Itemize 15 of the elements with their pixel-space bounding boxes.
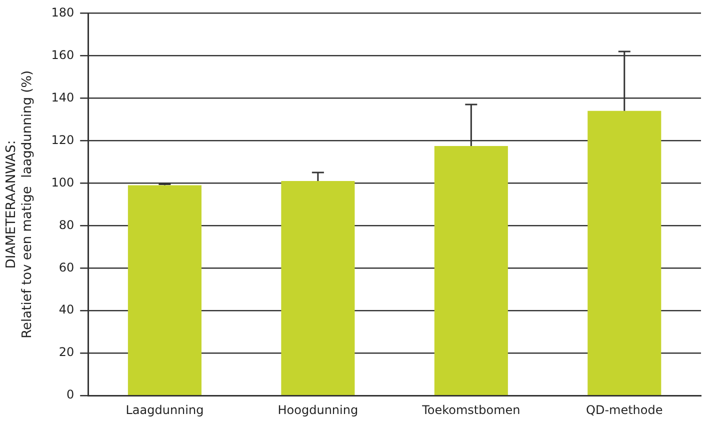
y-tick-label: 40 xyxy=(58,302,74,317)
x-tick-label: QD-methode xyxy=(586,402,663,417)
y-axis-title: DIAMETERAANWAS: Relatief tov een matige laagdunning (%) xyxy=(4,70,35,338)
y-tick-label: 80 xyxy=(58,218,74,232)
y-tick-label: 140 xyxy=(51,90,74,104)
x-tick-label: Toekomstbomen xyxy=(421,402,520,417)
x-tick-label: Hoogdunning xyxy=(278,402,358,417)
y-tick-label: 0 xyxy=(66,388,74,402)
y-tick-label: 120 xyxy=(51,132,74,147)
y-tick-label: 100 xyxy=(51,175,74,190)
y-tick-label: 20 xyxy=(58,345,74,360)
y-tick-label: 160 xyxy=(51,48,74,62)
y-tick-label: 180 xyxy=(51,5,74,20)
y-tick-label: 60 xyxy=(58,260,74,274)
x-tick-label: Laagdunning xyxy=(126,402,204,417)
